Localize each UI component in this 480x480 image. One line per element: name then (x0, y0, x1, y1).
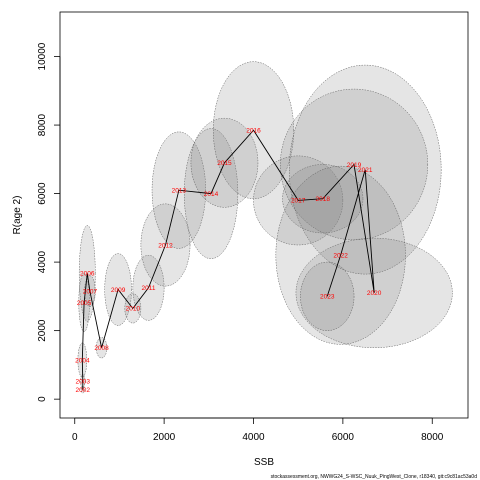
y-tick-label-8000: 8000 (37, 114, 48, 137)
year-label-2005: 2005 (77, 300, 92, 307)
footnote: stockassessment.org, NWWG24_S-WSC_Nuuk_P… (271, 474, 478, 480)
year-label-2004: 2004 (75, 357, 90, 364)
year-label-2016: 2016 (246, 128, 261, 135)
x-tick-label-6000: 6000 (332, 432, 355, 443)
y-tick-label-0: 0 (37, 396, 48, 402)
year-labels: 2002 2003 2004 2005 2006 2007 2008 2009 2010 2011… (75, 128, 382, 394)
y-axis: 0 2000 4000 6000 8000 10000 (37, 42, 61, 402)
x-tick-label-8000: 8000 (421, 432, 444, 443)
year-label-2013: 2013 (172, 187, 187, 194)
y-tick-label-4000: 4000 (37, 251, 48, 274)
year-label-2015: 2015 (217, 160, 232, 167)
year-label-2002: 2002 (76, 387, 91, 394)
x-axis: 0 2000 4000 6000 8000 (72, 417, 444, 443)
y-tick-label-6000: 6000 (37, 182, 48, 205)
year-label-2010: 2010 (126, 306, 141, 313)
year-label-2011: 2011 (141, 285, 155, 292)
year-label-2022: 2022 (333, 253, 348, 260)
x-tick-label-2000: 2000 (153, 432, 176, 443)
year-label-2021: 2021 (358, 167, 373, 174)
year-label-2017: 2017 (291, 198, 306, 205)
year-label-2012: 2012 (158, 242, 173, 249)
year-label-2020: 2020 (367, 290, 382, 297)
year-label-2003: 2003 (76, 378, 91, 385)
sr-trajectory-line (81, 129, 375, 390)
year-label-2014: 2014 (204, 191, 219, 198)
y-tick-label-10000: 10000 (37, 42, 48, 70)
year-label-2009: 2009 (111, 287, 126, 294)
year-label-2008: 2008 (94, 345, 109, 352)
year-label-2019: 2019 (347, 162, 362, 169)
year-label-2007: 2007 (83, 289, 98, 296)
y-tick-label-2000: 2000 (37, 319, 48, 342)
x-tick-label-0: 0 (72, 432, 78, 443)
year-label-2018: 2018 (316, 196, 331, 203)
y-axis-title: R(age 2) (12, 196, 23, 235)
x-axis-title: SSB (254, 457, 274, 468)
year-label-2006: 2006 (80, 271, 95, 278)
x-tick-label-4000: 4000 (242, 432, 265, 443)
year-label-2023: 2023 (320, 294, 335, 301)
